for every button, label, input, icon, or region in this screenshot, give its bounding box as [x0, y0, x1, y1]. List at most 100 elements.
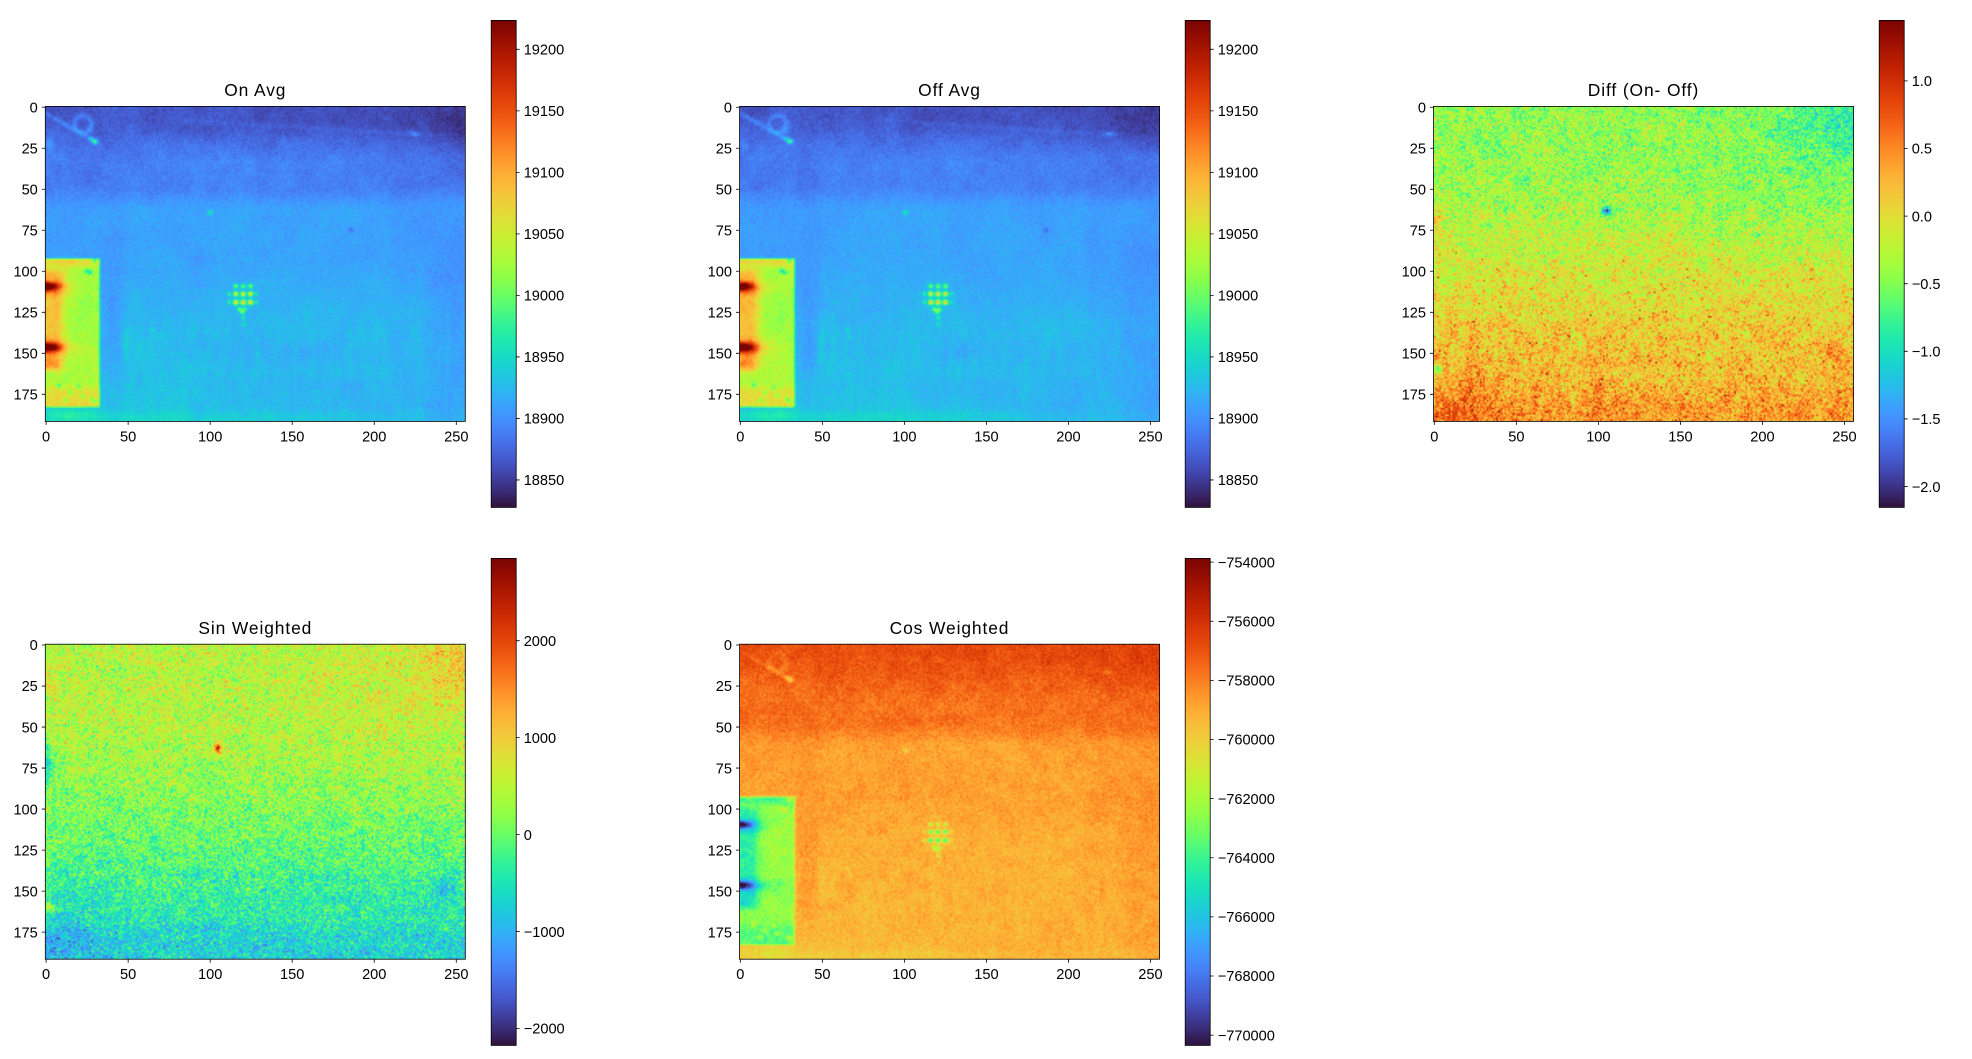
svg-text:150: 150 [1668, 429, 1692, 445]
svg-text:0: 0 [42, 967, 50, 983]
svg-text:175: 175 [13, 388, 37, 404]
svg-text:19150: 19150 [1218, 104, 1259, 120]
svg-text:−762000: −762000 [1218, 792, 1275, 808]
svg-text:150: 150 [974, 429, 998, 445]
svg-text:50: 50 [716, 182, 732, 198]
svg-text:−766000: −766000 [1218, 910, 1275, 926]
svg-text:−0.5: −0.5 [1912, 277, 1941, 293]
svg-text:100: 100 [13, 802, 37, 818]
svg-text:0.5: 0.5 [1912, 142, 1932, 158]
svg-text:1000: 1000 [524, 731, 556, 747]
svg-text:200: 200 [1056, 429, 1080, 445]
svg-text:19200: 19200 [524, 43, 565, 59]
svg-text:150: 150 [974, 967, 998, 983]
svg-text:50: 50 [814, 967, 830, 983]
svg-text:0: 0 [736, 429, 744, 445]
svg-text:−770000: −770000 [1218, 1028, 1275, 1044]
svg-text:18950: 18950 [524, 350, 565, 366]
svg-text:25: 25 [716, 141, 732, 157]
svg-text:18900: 18900 [524, 412, 565, 428]
svg-text:250: 250 [444, 967, 468, 983]
svg-text:125: 125 [1402, 306, 1426, 322]
svg-text:19100: 19100 [524, 166, 565, 182]
svg-text:150: 150 [708, 884, 732, 900]
svg-text:Off Avg: Off Avg [918, 80, 981, 100]
svg-text:200: 200 [1750, 429, 1774, 445]
svg-text:75: 75 [716, 223, 732, 239]
svg-text:75: 75 [716, 761, 732, 777]
svg-text:100: 100 [198, 967, 222, 983]
svg-text:100: 100 [198, 429, 222, 445]
svg-text:125: 125 [13, 843, 37, 859]
svg-text:Diff (On- Off): Diff (On- Off) [1588, 80, 1699, 100]
svg-text:Cos Weighted: Cos Weighted [890, 618, 1010, 638]
svg-text:250: 250 [1138, 429, 1162, 445]
svg-text:On Avg: On Avg [224, 80, 286, 100]
svg-text:100: 100 [1586, 429, 1610, 445]
svg-text:−2000: −2000 [524, 1022, 565, 1038]
svg-text:0: 0 [42, 429, 50, 445]
svg-text:19000: 19000 [1218, 289, 1259, 305]
svg-text:100: 100 [708, 802, 732, 818]
svg-text:100: 100 [708, 264, 732, 280]
svg-text:1.0: 1.0 [1912, 74, 1932, 90]
svg-text:−764000: −764000 [1218, 851, 1275, 867]
svg-text:18900: 18900 [1218, 412, 1259, 428]
svg-text:175: 175 [708, 388, 732, 404]
svg-text:19000: 19000 [524, 289, 565, 305]
svg-text:50: 50 [716, 720, 732, 736]
svg-text:−754000: −754000 [1218, 555, 1275, 571]
svg-text:50: 50 [1410, 182, 1426, 198]
svg-text:175: 175 [13, 925, 37, 941]
svg-text:0: 0 [524, 828, 532, 844]
svg-text:18850: 18850 [524, 473, 565, 489]
svg-text:250: 250 [444, 429, 468, 445]
svg-text:50: 50 [120, 967, 136, 983]
svg-text:0: 0 [30, 638, 38, 654]
svg-text:−760000: −760000 [1218, 733, 1275, 749]
svg-text:0.0: 0.0 [1912, 209, 1932, 225]
svg-text:150: 150 [280, 429, 304, 445]
svg-text:125: 125 [708, 843, 732, 859]
svg-text:100: 100 [892, 429, 916, 445]
svg-text:−1000: −1000 [524, 925, 565, 941]
svg-text:−1.0: −1.0 [1912, 345, 1941, 361]
svg-text:0: 0 [724, 638, 732, 654]
svg-text:175: 175 [1402, 388, 1426, 404]
svg-text:−758000: −758000 [1218, 674, 1275, 690]
svg-text:75: 75 [1410, 223, 1426, 239]
svg-text:100: 100 [892, 967, 916, 983]
svg-text:125: 125 [708, 306, 732, 322]
svg-text:250: 250 [1832, 429, 1856, 445]
svg-text:125: 125 [13, 306, 37, 322]
svg-text:19150: 19150 [524, 104, 565, 120]
svg-text:18950: 18950 [1218, 350, 1259, 366]
svg-text:50: 50 [22, 182, 38, 198]
svg-text:100: 100 [13, 264, 37, 280]
svg-text:75: 75 [22, 223, 38, 239]
svg-text:50: 50 [22, 720, 38, 736]
svg-text:19050: 19050 [1218, 227, 1259, 243]
svg-text:25: 25 [1410, 141, 1426, 157]
svg-text:75: 75 [22, 761, 38, 777]
svg-text:150: 150 [280, 967, 304, 983]
svg-text:−768000: −768000 [1218, 969, 1275, 985]
svg-text:0: 0 [1418, 100, 1426, 116]
svg-text:25: 25 [22, 679, 38, 695]
svg-text:200: 200 [362, 429, 386, 445]
svg-text:175: 175 [708, 925, 732, 941]
svg-text:0: 0 [1430, 429, 1438, 445]
svg-text:19050: 19050 [524, 227, 565, 243]
svg-text:0: 0 [30, 100, 38, 116]
svg-text:50: 50 [1508, 429, 1524, 445]
svg-text:100: 100 [1402, 264, 1426, 280]
svg-text:150: 150 [708, 347, 732, 363]
svg-text:50: 50 [120, 429, 136, 445]
svg-text:0: 0 [724, 100, 732, 116]
svg-text:25: 25 [22, 141, 38, 157]
svg-text:−756000: −756000 [1218, 614, 1275, 630]
svg-text:200: 200 [1056, 967, 1080, 983]
svg-text:200: 200 [362, 967, 386, 983]
svg-text:0: 0 [736, 967, 744, 983]
svg-text:150: 150 [13, 884, 37, 900]
